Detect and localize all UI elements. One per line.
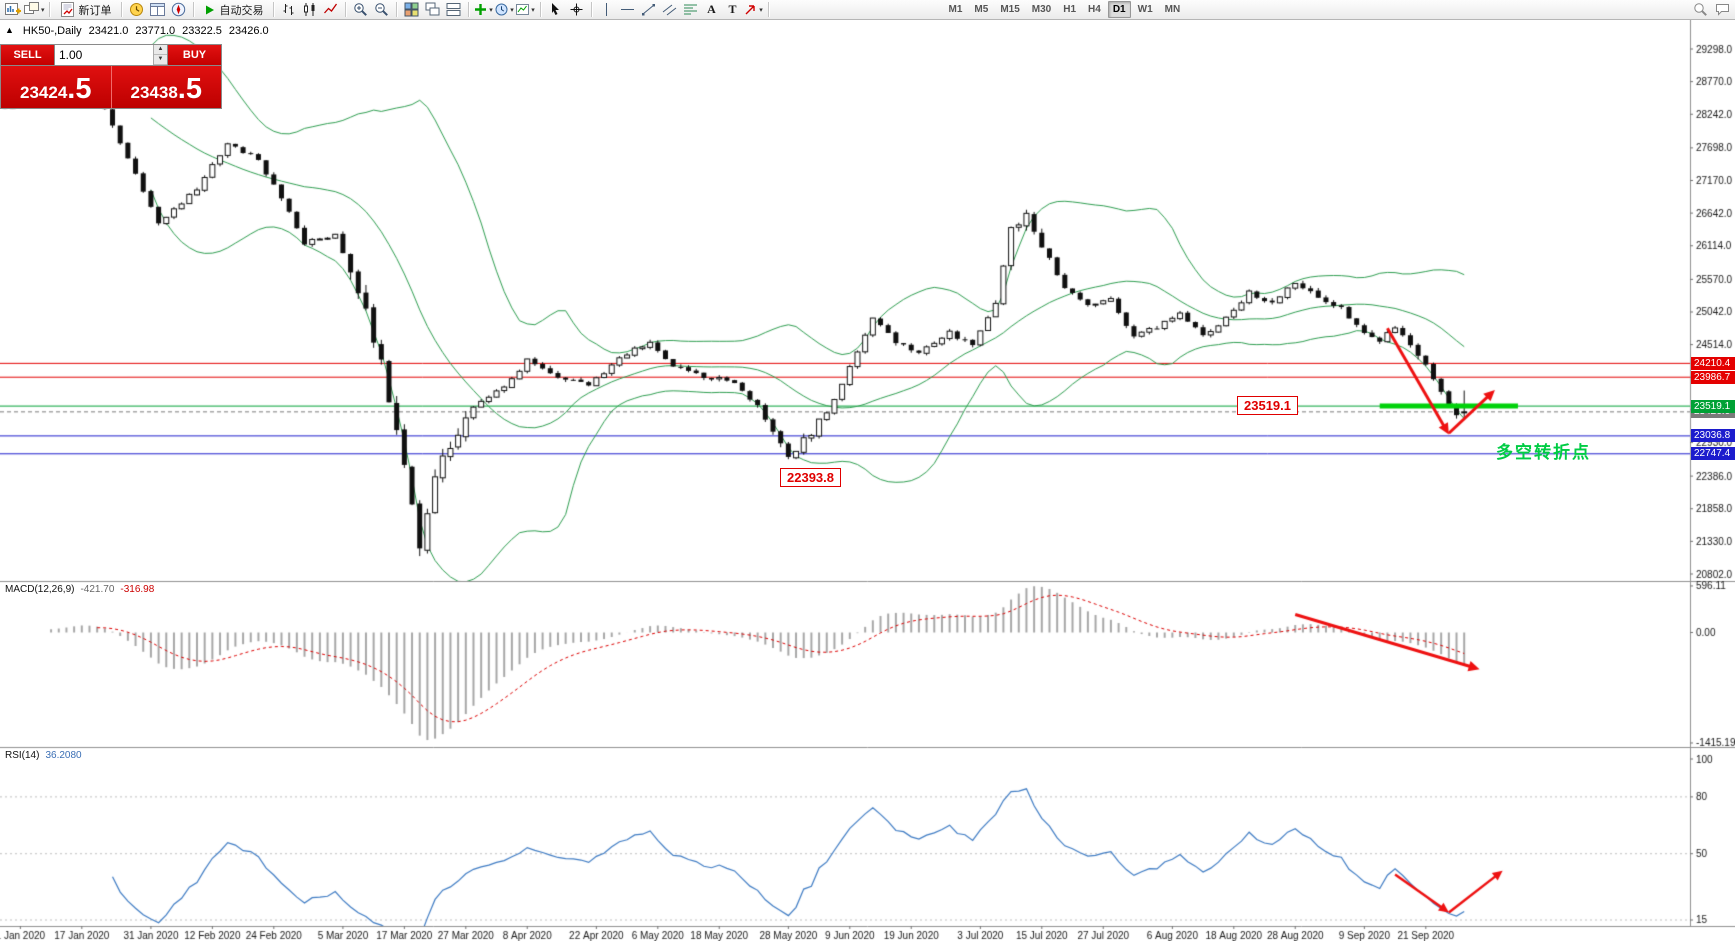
chat-icon[interactable] (1712, 1, 1732, 19)
low-value: 23322.5 (182, 25, 222, 37)
timeframe-M30-button[interactable]: M30 (1031, 4, 1052, 15)
toolbar-separator (539, 2, 542, 17)
toolbar-right-group (1690, 1, 1732, 19)
macd-main-value: -421.70 (80, 584, 115, 595)
text-icon[interactable]: A (707, 2, 716, 16)
equidistant-channel-icon[interactable] (660, 1, 680, 19)
cascade-windows-icon[interactable] (423, 1, 443, 19)
one-click-collapse-icon[interactable]: ▲ (5, 25, 14, 35)
timeframe-M5-button[interactable]: M5 (974, 4, 989, 15)
toolbar-separator (192, 2, 195, 17)
add-indicator-icon[interactable] (474, 1, 494, 19)
toolbar-separator (120, 2, 123, 17)
sell-price-button[interactable]: 23424.5 (1, 66, 111, 108)
timeframe-H1-button[interactable]: H1 (1063, 4, 1077, 15)
sell-button[interactable]: SELL (1, 45, 54, 65)
toolbar-separator (590, 2, 593, 17)
timeframe-M1-button[interactable]: M1 (948, 4, 963, 15)
tile-windows-icon[interactable] (402, 1, 422, 19)
toolbar-separator (344, 2, 347, 17)
volume-spinner: ▲ ▼ (153, 45, 167, 65)
open-value: 23421.0 (88, 25, 129, 37)
toolbar-separator (767, 2, 770, 17)
high-value: 23771.0 (135, 25, 176, 37)
volume-input[interactable] (55, 45, 153, 65)
rsi-indicator-label: RSI(14) 36.2080 (5, 750, 82, 761)
timeframe-M15-button[interactable]: M15 (1000, 4, 1020, 15)
turning-point-label: 多空转折点 (1496, 443, 1591, 462)
tile-horizontal-icon[interactable] (444, 1, 464, 19)
toolbar-separator (467, 2, 470, 17)
volume-down-button[interactable]: ▼ (154, 55, 167, 65)
buy-price-button[interactable]: 23438.5 (110, 66, 221, 108)
auto-trading-label: 自动交易 (219, 4, 264, 17)
close-value: 23426.0 (228, 25, 269, 37)
new-order-label: 新订单 (78, 4, 112, 17)
toolbar: 新订单 自动交易 A T M1 M5 M15 M30 H1 H4 D1 W1 MN (0, 0, 1735, 20)
timeframe-group: M1 M5 M15 M30 H1 H4 D1 W1 MN (944, 1, 1186, 18)
toolbar-separator (48, 2, 51, 17)
toolbar-separator (272, 2, 275, 17)
volume-up-button[interactable]: ▲ (154, 45, 167, 55)
new-order-icon (60, 2, 74, 17)
chart-ohlc-header: ▲ HK50-,Daily 23421.0 23771.0 23322.5 23… (5, 25, 269, 37)
search-icon[interactable] (1690, 1, 1710, 19)
support-price-label[interactable]: 23519.1 (1237, 396, 1298, 415)
price-tag-23986.7: 23986.7 (1691, 371, 1735, 384)
rsi-value: 36.2080 (45, 750, 82, 761)
price-tag-23519.1: 23519.1 (1691, 400, 1735, 413)
price-tag-22747.4: 22747.4 (1691, 447, 1735, 460)
timeframe-W1-button[interactable]: W1 (1137, 4, 1153, 15)
macd-signal-value: -316.98 (120, 584, 155, 595)
one-click-trading-widget: SELL ▲ ▼ BUY 23424.5 23438.5 (0, 44, 222, 109)
chart-canvas[interactable] (0, 20, 1735, 941)
toolbar-separator (395, 2, 398, 17)
candlestick-chart-icon[interactable] (300, 1, 320, 19)
auto-trading-button[interactable]: 自动交易 (199, 1, 269, 19)
trendline-icon[interactable] (639, 1, 659, 19)
new-order-button[interactable]: 新订单 (55, 1, 117, 19)
price-tag-24210.4: 24210.4 (1691, 357, 1735, 370)
timeframe-H4-button[interactable]: H4 (1088, 4, 1101, 15)
navigator-icon[interactable] (169, 1, 189, 19)
text-label-icon[interactable]: T (728, 2, 737, 16)
templates-icon[interactable] (516, 1, 536, 19)
timeframe-D1-button[interactable]: D1 (1107, 1, 1131, 18)
buy-button[interactable]: BUY (168, 45, 221, 65)
bar-chart-icon[interactable] (279, 1, 299, 19)
auto-trading-icon (205, 5, 214, 14)
vertical-line-icon[interactable] (597, 1, 617, 19)
zoom-out-icon[interactable] (372, 1, 392, 19)
arrow-tools-icon[interactable] (744, 1, 764, 19)
fibonacci-retracement-icon[interactable] (681, 1, 701, 19)
zoom-in-icon[interactable] (351, 1, 371, 19)
market-watch-icon[interactable] (127, 1, 147, 19)
timeframe-MN-button[interactable]: MN (1164, 4, 1181, 15)
price-tag-23036.8: 23036.8 (1691, 429, 1735, 442)
macd-indicator-label: MACD(12,26,9) -421.70 -316.98 (5, 584, 155, 595)
chart-profiles-icon[interactable] (24, 1, 45, 19)
horizontal-line-icon[interactable] (618, 1, 638, 19)
periods-icon[interactable] (495, 1, 515, 19)
data-window-icon[interactable] (148, 1, 168, 19)
symbol-period-label: HK50-,Daily (22, 25, 82, 37)
volume-field: ▲ ▼ (54, 45, 168, 65)
cursor-icon[interactable] (546, 1, 566, 19)
crosshair-icon[interactable] (567, 1, 587, 19)
line-chart-icon[interactable] (321, 1, 341, 19)
low-price-label[interactable]: 22393.8 (780, 468, 841, 487)
new-chart-icon[interactable] (3, 1, 23, 19)
